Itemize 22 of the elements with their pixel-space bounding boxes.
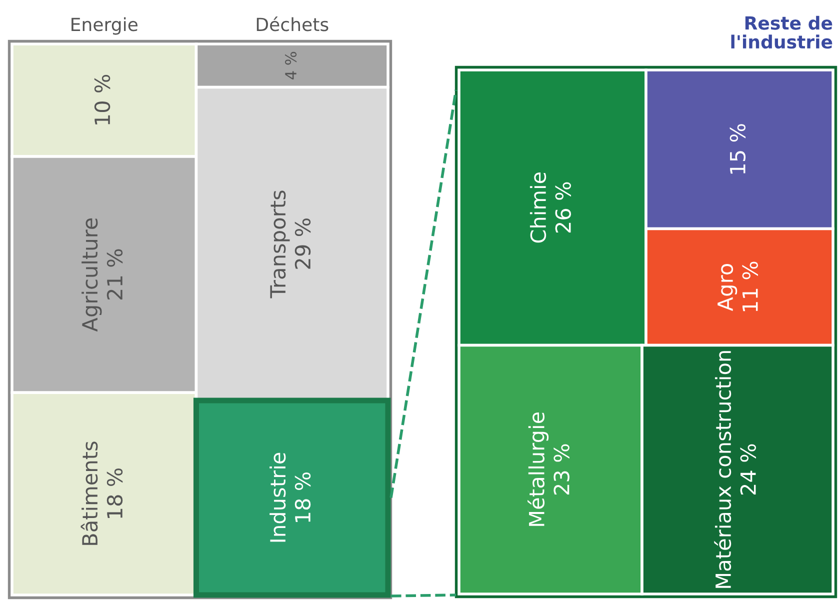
data-label: 21 % — [106, 249, 123, 300]
data-label: 23 % — [554, 444, 570, 495]
data-label: 18 % — [294, 472, 311, 522]
category-label: Matériaux construction — [714, 351, 732, 588]
category-label: Industrie — [270, 452, 286, 542]
data-label: 4 % — [284, 52, 297, 80]
category-label: Transports — [270, 190, 290, 298]
data-label: 18 % — [106, 468, 123, 518]
data-label: 26 % — [555, 182, 571, 233]
category-label: Agriculture — [82, 218, 102, 332]
data-label: 15 % — [730, 124, 746, 174]
data-label: 10 % — [94, 74, 110, 124]
category-label: Bâtiments — [80, 442, 98, 545]
data-label: 11 % — [742, 262, 758, 312]
category-label: Déchets — [256, 16, 328, 32]
category-label: Chimie — [530, 172, 546, 243]
category-label: Agro — [718, 264, 738, 312]
category-label: Energie — [72, 17, 138, 35]
data-label: 24 % — [740, 444, 756, 495]
category-label: Reste de l'industrie — [731, 16, 832, 49]
data-label: 29 % — [294, 218, 311, 269]
category-label: Métallurgie — [528, 412, 549, 526]
